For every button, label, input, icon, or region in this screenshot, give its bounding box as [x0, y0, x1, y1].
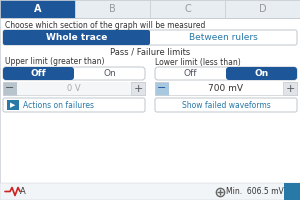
Text: 700 mV: 700 mV — [208, 84, 244, 93]
Text: −: − — [157, 84, 167, 94]
Text: ▶: ▶ — [10, 102, 16, 108]
Text: Lower limit (less than): Lower limit (less than) — [155, 58, 241, 66]
Text: On: On — [254, 69, 268, 78]
FancyBboxPatch shape — [155, 98, 297, 112]
Text: Upper limit (greater than): Upper limit (greater than) — [5, 58, 104, 66]
Bar — [75, 0, 149, 18]
Bar — [17, 82, 131, 95]
Text: Pass / Failure limits: Pass / Failure limits — [110, 47, 190, 56]
Text: Off: Off — [184, 69, 197, 78]
Bar — [3, 82, 145, 95]
Bar — [0, 18, 300, 19]
Bar — [155, 82, 169, 95]
Bar — [3, 82, 17, 95]
Text: Between rulers: Between rulers — [189, 33, 258, 42]
Text: C: C — [184, 4, 191, 14]
Text: A: A — [34, 4, 41, 14]
FancyBboxPatch shape — [226, 67, 297, 80]
FancyBboxPatch shape — [3, 98, 145, 112]
Bar — [283, 82, 297, 95]
Text: On: On — [103, 69, 116, 78]
Text: 0 V: 0 V — [67, 84, 81, 93]
Text: Show failed waveforms: Show failed waveforms — [182, 100, 270, 110]
Text: D: D — [259, 4, 266, 14]
Text: Min.  606.5 mV: Min. 606.5 mV — [226, 187, 284, 196]
Text: B: B — [109, 4, 116, 14]
Text: +: + — [285, 84, 295, 94]
Bar — [0, 183, 300, 200]
FancyBboxPatch shape — [3, 67, 145, 80]
Bar — [131, 82, 145, 95]
FancyBboxPatch shape — [3, 30, 297, 45]
FancyBboxPatch shape — [3, 67, 74, 80]
Bar — [150, 0, 224, 18]
Text: Whole trace: Whole trace — [46, 33, 107, 42]
Bar — [155, 82, 297, 95]
FancyBboxPatch shape — [3, 30, 150, 45]
Bar — [284, 183, 300, 200]
FancyBboxPatch shape — [155, 67, 297, 80]
Text: Off: Off — [31, 69, 46, 78]
Text: Choose which section of the graph will be measured: Choose which section of the graph will b… — [5, 21, 206, 29]
Text: Actions on failures: Actions on failures — [23, 100, 94, 110]
Bar — [225, 0, 299, 18]
Text: −: − — [5, 84, 15, 94]
Text: A: A — [20, 187, 26, 196]
Bar — [169, 82, 283, 95]
Bar — [0, 0, 74, 18]
Bar — [7, 100, 19, 110]
Text: +: + — [133, 84, 143, 94]
